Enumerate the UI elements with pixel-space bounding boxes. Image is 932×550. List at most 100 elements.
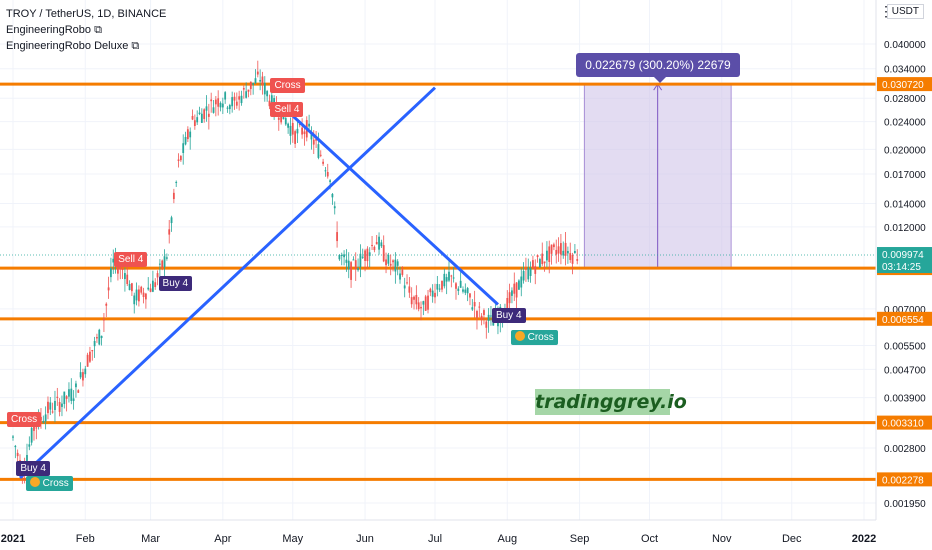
candle-body — [298, 123, 301, 126]
candle-body — [375, 242, 378, 245]
candle-body — [63, 391, 66, 405]
candle-body — [413, 296, 415, 300]
candle-body — [529, 267, 532, 276]
candle-body — [172, 192, 175, 200]
price-tick-label: 0.001950 — [884, 499, 926, 510]
candle-body — [261, 76, 264, 85]
candle-body — [522, 270, 525, 281]
indicator-label[interactable]: EngineeringRobo ⧉ — [6, 24, 102, 36]
candle-body — [131, 283, 133, 292]
measure-range[interactable] — [583, 83, 732, 269]
candle-body — [569, 253, 572, 260]
candle-body — [350, 262, 352, 280]
candle-body — [389, 263, 392, 266]
candle-body — [483, 310, 485, 315]
candle-body — [534, 266, 537, 274]
candle-body — [564, 242, 567, 256]
signal-tag-cross-down: Cross — [7, 411, 42, 427]
candle-body — [14, 445, 17, 448]
candle-body — [546, 250, 548, 261]
symbol-title[interactable]: TROY / TetherUS, 1D, BINANCE — [6, 8, 167, 20]
candle-body — [231, 97, 234, 107]
candle-body — [462, 289, 464, 292]
candle-body — [366, 248, 369, 262]
candle-body — [126, 274, 129, 284]
level-label-bg — [877, 311, 932, 326]
candle-body — [560, 243, 562, 255]
time-tick-label: Jun — [356, 533, 374, 545]
price-tick-label: 0.005500 — [884, 341, 926, 352]
price-tick-label: 0.024000 — [884, 118, 926, 129]
candle-body — [452, 277, 455, 279]
signal-tag-sell: Sell 4 — [270, 102, 304, 118]
candle-body — [312, 139, 315, 145]
candle-body — [266, 91, 269, 97]
candle-body — [557, 246, 560, 254]
candle-body — [294, 131, 297, 144]
candle-body — [226, 107, 229, 109]
time-tick-label: Feb — [76, 533, 95, 545]
candle-body — [420, 306, 422, 309]
candle-body — [427, 295, 429, 310]
candle-body — [322, 161, 324, 164]
horizontal-levels[interactable] — [0, 82, 876, 481]
candle-body — [151, 280, 154, 292]
signal-tag-buy: Buy 4 — [158, 275, 193, 291]
candle-body — [238, 96, 241, 100]
chart-legend: TROY / TetherUS, 1D, BINANCE Engineering… — [6, 6, 166, 54]
candle-body — [170, 217, 173, 224]
candle-body — [382, 245, 385, 262]
level-label: 0.002278 — [882, 475, 924, 486]
candle-body — [42, 420, 45, 423]
currency-button[interactable]: USDT — [886, 4, 924, 19]
candle-body — [445, 277, 448, 282]
time-axis[interactable]: 2021 Feb Mar Apr May Jun Jul Aug Sep Oct Nov Dec 202… — [0, 519, 876, 545]
candle-body — [394, 259, 397, 272]
candle-body — [357, 267, 359, 271]
candle-body — [205, 106, 208, 111]
candle-body — [429, 288, 432, 293]
candle-body — [149, 288, 152, 292]
trendlines[interactable] — [18, 86, 499, 480]
level-label: 0.006554 — [882, 315, 924, 326]
candle-body — [401, 269, 404, 275]
candle-body — [96, 337, 98, 339]
candle-body — [422, 301, 425, 305]
candle-body — [331, 193, 334, 198]
measure-label[interactable]: 0.022679 (300.20%) 22679 — [576, 53, 740, 83]
candle-body — [79, 372, 82, 378]
candle-body — [240, 95, 243, 104]
candle-body — [317, 144, 320, 158]
candle-body — [93, 340, 96, 347]
candle-body — [301, 127, 304, 135]
candle-body — [527, 267, 530, 280]
time-tick-label: Dec — [782, 533, 802, 545]
signal-tag-cross-up: Cross — [510, 330, 558, 346]
candle-body — [138, 289, 140, 302]
candle-body — [478, 306, 481, 308]
candle-body — [303, 131, 306, 135]
candle-body — [380, 242, 383, 247]
candle-body — [333, 206, 336, 209]
candle-body — [263, 82, 266, 95]
candle-body — [310, 132, 313, 140]
price-axis[interactable]: 0.040000 0.034000 0.028000 0.024000 0.020000… — [875, 0, 932, 550]
candle-body — [508, 292, 511, 304]
candle-body — [186, 129, 189, 140]
candle-body — [112, 258, 115, 263]
candle-body — [177, 159, 180, 161]
candle-body — [455, 283, 457, 289]
candle-body — [107, 287, 110, 291]
candle-body — [51, 411, 54, 413]
indicator-label[interactable]: EngineeringRobo Deluxe ⧉ — [6, 40, 140, 52]
signal-label: Cross — [11, 413, 38, 425]
candle-body — [163, 256, 166, 268]
candle-body — [490, 315, 492, 317]
candle-body — [12, 436, 14, 438]
candle-body — [562, 250, 565, 256]
candle-body — [329, 180, 331, 183]
candle-body — [252, 82, 255, 85]
candle-body — [406, 282, 408, 284]
candle-body — [571, 254, 574, 264]
